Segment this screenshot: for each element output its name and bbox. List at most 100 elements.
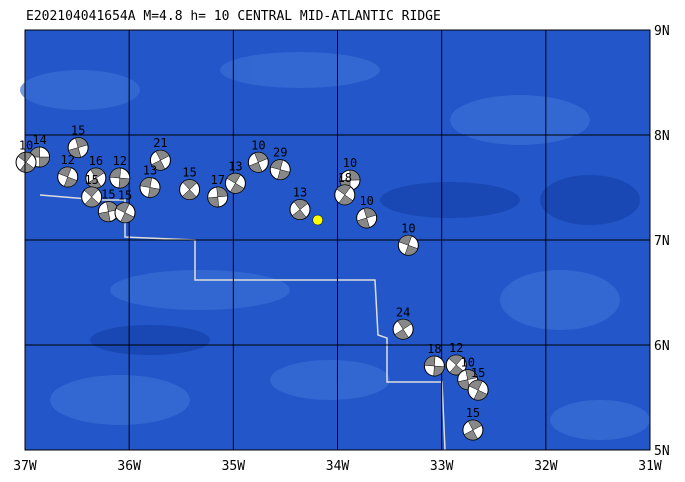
depth-label: 15 bbox=[101, 188, 115, 202]
focal-mechanism bbox=[334, 184, 356, 206]
compression-quadrant bbox=[118, 177, 131, 189]
compression-quadrant bbox=[58, 166, 72, 178]
compression-quadrant bbox=[473, 389, 488, 401]
x-tick-label: 32W bbox=[534, 459, 558, 474]
focal-mechanism bbox=[269, 159, 291, 181]
depth-label: 10 bbox=[359, 194, 373, 208]
compression-quadrant bbox=[468, 379, 483, 391]
compression-quadrant bbox=[147, 187, 161, 198]
y-tick-label: 9N bbox=[654, 24, 670, 39]
focal-mechanism bbox=[57, 166, 79, 188]
depth-label: 15 bbox=[84, 173, 98, 187]
focal-mechanism bbox=[356, 207, 378, 229]
compression-quadrant bbox=[139, 177, 153, 188]
compression-quadrant bbox=[397, 319, 412, 330]
compression-quadrant bbox=[109, 167, 121, 179]
compression-quadrant bbox=[404, 244, 419, 256]
compression-quadrant bbox=[68, 147, 82, 158]
depth-label: 18 bbox=[427, 342, 441, 356]
map-title: E202104041654A M=4.8 h= 10 CENTRAL MID-A… bbox=[26, 9, 441, 24]
compression-quadrant bbox=[19, 161, 35, 173]
compression-quadrant bbox=[229, 182, 245, 194]
focal-mechanism bbox=[109, 167, 131, 189]
compression-quadrant bbox=[356, 217, 370, 229]
compression-quadrant bbox=[84, 196, 100, 208]
depth-label: 16 bbox=[89, 154, 103, 168]
compression-quadrant bbox=[181, 189, 197, 200]
focal-mechanism bbox=[114, 202, 136, 224]
compression-quadrant bbox=[248, 161, 263, 173]
x-tick-label: 37W bbox=[13, 459, 37, 474]
focal-mechanism bbox=[423, 355, 445, 377]
compression-quadrant bbox=[465, 369, 478, 380]
depth-label: 15 bbox=[471, 366, 485, 380]
depth-label: 15 bbox=[71, 124, 85, 138]
depth-label: 14 bbox=[32, 133, 46, 147]
compression-quadrant bbox=[254, 152, 268, 163]
focal-mechanism bbox=[15, 151, 37, 173]
depth-label: 21 bbox=[153, 136, 167, 150]
compression-quadrant bbox=[270, 159, 284, 170]
focal-mechanism bbox=[397, 234, 419, 256]
depth-label: 10 bbox=[19, 138, 33, 152]
depth-label: 13 bbox=[228, 159, 242, 173]
compression-quadrant bbox=[467, 419, 483, 431]
depth-label: 15 bbox=[182, 166, 196, 180]
frame bbox=[24, 29, 651, 451]
main-event bbox=[312, 214, 323, 226]
compression-quadrant bbox=[120, 212, 135, 223]
focal-mechanism bbox=[462, 419, 484, 441]
compression-quadrant bbox=[433, 365, 445, 377]
x-tick-label: 36W bbox=[117, 459, 141, 474]
focal-mechanism bbox=[179, 179, 201, 201]
compression-quadrant bbox=[424, 355, 436, 367]
compression-quadrant bbox=[182, 179, 198, 190]
compression-quadrant bbox=[398, 235, 413, 246]
compression-quadrant bbox=[155, 149, 170, 161]
depth-label: 10 bbox=[460, 356, 474, 370]
y-tick-label: 5N bbox=[654, 444, 670, 459]
compression-quadrant bbox=[75, 137, 89, 148]
compression-quadrant bbox=[293, 199, 309, 210]
x-tick-label: 35W bbox=[222, 459, 246, 474]
compression-quadrant bbox=[115, 202, 130, 214]
compression-quadrant bbox=[363, 207, 377, 219]
compression-quadrant bbox=[226, 173, 241, 184]
depth-label: 13 bbox=[143, 164, 157, 178]
compression-quadrant bbox=[207, 196, 220, 208]
x-tick-label: 34W bbox=[326, 459, 350, 474]
compression-quadrant bbox=[83, 186, 99, 198]
compression-quadrant bbox=[216, 186, 228, 198]
depth-label: 15 bbox=[118, 189, 132, 203]
bathymetry-deep bbox=[90, 175, 640, 355]
x-tick-label: 33W bbox=[430, 459, 454, 474]
focal-mechanism bbox=[289, 199, 311, 221]
y-tick-label: 7N bbox=[654, 234, 670, 249]
bathymetry bbox=[20, 52, 650, 440]
compression-quadrant bbox=[291, 209, 307, 220]
depth-label: 12 bbox=[449, 341, 463, 355]
depth-label: 24 bbox=[396, 305, 410, 319]
depth-label: 10 bbox=[401, 221, 415, 235]
focal-mechanism bbox=[224, 172, 246, 194]
depth-label: 15 bbox=[466, 406, 480, 420]
compression-quadrant bbox=[151, 159, 166, 171]
compression-quadrant bbox=[63, 176, 78, 188]
y-tick-label: 6N bbox=[654, 339, 670, 354]
depth-label: 18 bbox=[338, 171, 352, 185]
depth-label: 12 bbox=[113, 154, 127, 168]
compression-quadrant bbox=[338, 194, 354, 206]
focal-mechanism bbox=[392, 318, 414, 340]
depth-label: 12 bbox=[60, 153, 74, 167]
plate-boundary bbox=[39, 194, 446, 451]
compression-quadrant bbox=[277, 169, 291, 180]
compression-quadrant bbox=[39, 156, 50, 168]
focal-mechanism bbox=[247, 151, 269, 173]
depth-label: 13 bbox=[293, 186, 307, 200]
focal-mechanism bbox=[139, 177, 161, 198]
focal-mechanism bbox=[67, 137, 89, 159]
compression-quadrant bbox=[336, 184, 352, 196]
y-tick-label: 8N bbox=[654, 129, 670, 144]
compression-quadrant bbox=[90, 167, 105, 179]
